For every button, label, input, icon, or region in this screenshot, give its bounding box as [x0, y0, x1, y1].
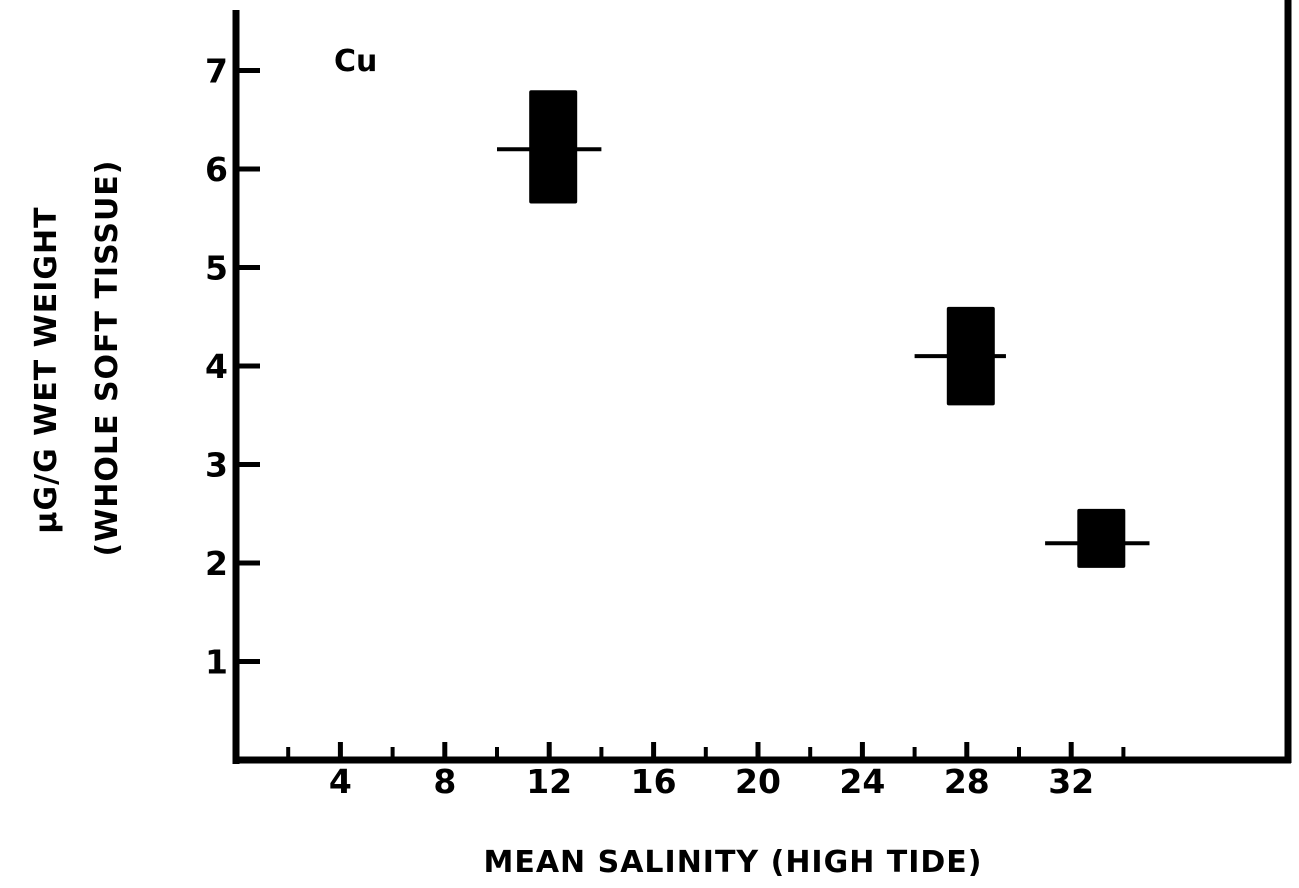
x-tick-label: 16 [631, 762, 677, 801]
y-tick-label: 5 [205, 249, 228, 288]
x-tick-label: 8 [433, 762, 456, 801]
data-point-range-box [529, 90, 578, 204]
data-point-3 [1045, 508, 1150, 568]
x-tick-label: 32 [1048, 762, 1094, 801]
x-tick-label: 24 [839, 762, 885, 801]
y-tick-label: 7 [205, 52, 228, 91]
x-tick-label: 4 [329, 762, 352, 801]
data-point-2 [914, 306, 1006, 406]
y-tick-label: 2 [205, 544, 228, 583]
y-axis-subtitle: (WHOLE SOFT TISSUE) [90, 159, 125, 556]
y-axis-title: µG/G WET WEIGHT [29, 206, 64, 533]
data-point-range-box [1077, 508, 1126, 568]
plot-frame [232, 0, 1292, 764]
y-tick-label: 6 [205, 150, 228, 189]
data-point-1 [497, 90, 602, 204]
x-tick-label: 12 [526, 762, 572, 801]
x-tick-label: 28 [944, 762, 990, 801]
data-marks [497, 90, 1150, 568]
y-tick-label: 3 [205, 446, 228, 485]
x-tick-label: 20 [735, 762, 781, 801]
x-axis-title: MEAN SALINITY (HIGH TIDE) [483, 845, 982, 880]
y-tick-label: 1 [205, 643, 228, 682]
y-tick-label: 4 [205, 347, 228, 386]
panel-label: Cu [334, 44, 377, 79]
